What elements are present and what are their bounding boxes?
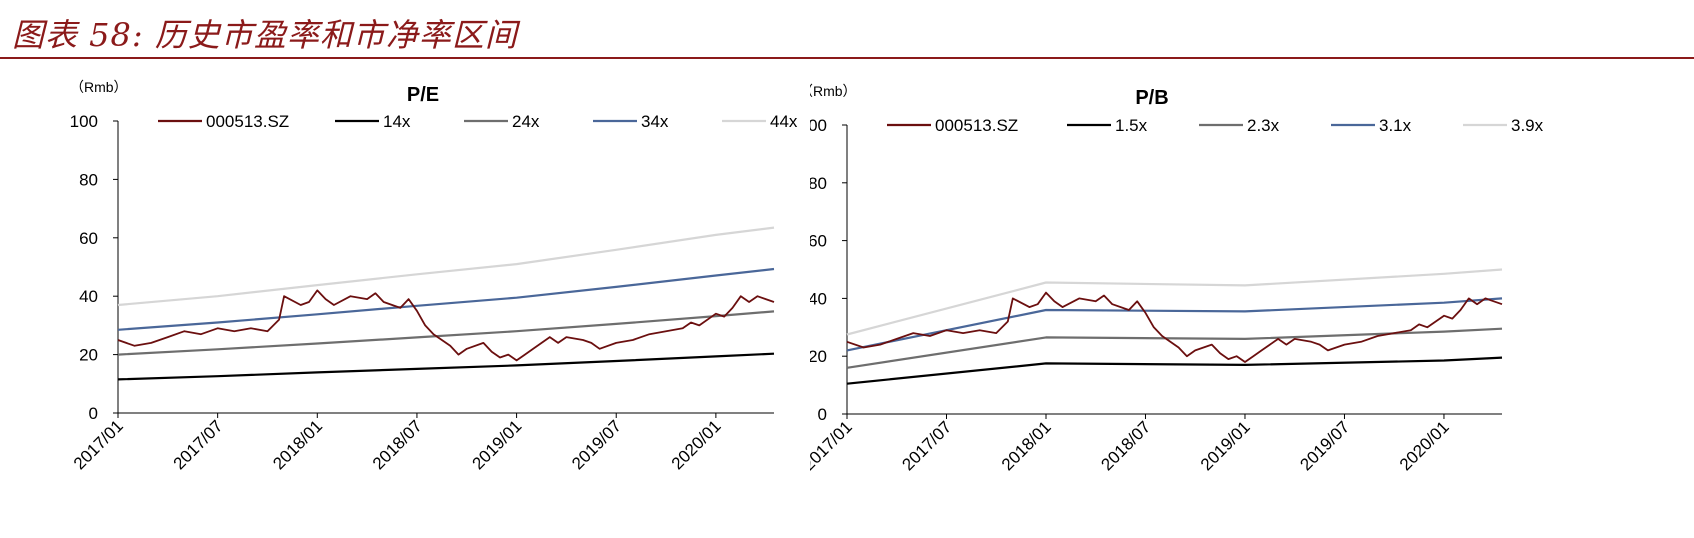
y-tick-label: 40 — [79, 287, 98, 306]
figure-title: 图表 58: 历史市盈率和市净率区间 — [12, 16, 518, 54]
y-tick-label: 80 — [810, 174, 827, 193]
series-line-34x — [117, 267, 775, 331]
series-line-3-9x — [846, 268, 1503, 336]
series-line-000513-sz — [117, 289, 775, 362]
legend-label: 24x — [512, 112, 540, 131]
chart-title: P/E — [407, 84, 439, 106]
series-line-14x — [117, 352, 775, 381]
y-axis-unit-label: （Rmb） — [70, 79, 128, 95]
y-tick-label: 60 — [810, 232, 827, 251]
title-divider — [0, 57, 1694, 59]
legend-label: 3.1x — [1379, 116, 1412, 135]
series-line-24x — [117, 310, 775, 356]
x-tick-label: 2017/07 — [170, 416, 227, 473]
pe-chart: P/E （Rmb） 0 20 40 60 80 100 2017/01 2017/07 2018/0… — [70, 79, 798, 473]
x-tick-label: 2017/01 — [810, 417, 856, 474]
x-tick-label: 2019/01 — [1197, 417, 1254, 474]
series-line-000513-sz — [846, 291, 1503, 363]
x-tick-label: 2019/07 — [1296, 417, 1353, 474]
x-tick-label: 2018/01 — [998, 417, 1055, 474]
legend-label: 2.3x — [1247, 116, 1280, 135]
y-tick-label: 100 — [70, 112, 98, 131]
legend-label: 44x — [770, 112, 798, 131]
series-line-2-3x — [846, 327, 1503, 369]
legend-label: 14x — [383, 112, 411, 131]
y-tick-label: 0 — [89, 404, 98, 423]
x-tick-label: 2018/07 — [1097, 417, 1154, 474]
y-tick-label: 40 — [810, 289, 827, 308]
x-tick-label: 2017/01 — [70, 416, 127, 473]
x-tick-label: 2020/01 — [668, 416, 725, 473]
x-tick-label: 2018/07 — [369, 416, 426, 473]
x-tick-label: 2018/01 — [269, 416, 326, 473]
pb-chart: P/B （Rmb） 0 20 40 60 80 100 2017/01 2017/07 2018/0… — [810, 83, 1544, 474]
x-tick-label: 2019/07 — [568, 416, 625, 473]
legend-label: 000513.SZ — [935, 116, 1018, 135]
legend-label: 000513.SZ — [206, 112, 289, 131]
y-tick-label: 20 — [810, 347, 827, 366]
y-tick-label: 20 — [79, 346, 98, 365]
x-tick-label: 2017/07 — [898, 417, 955, 474]
y-tick-label: 80 — [79, 170, 98, 189]
legend-label: 34x — [641, 112, 669, 131]
legend-label: 3.9x — [1511, 116, 1544, 135]
x-tick-label: 2019/01 — [469, 416, 526, 473]
chart-title: P/B — [1135, 87, 1168, 109]
series-line-44x — [117, 226, 775, 307]
x-tick-label: 2020/01 — [1396, 417, 1453, 474]
series-line-1-5x — [846, 356, 1503, 385]
y-axis-unit-label: （Rmb） — [810, 83, 857, 99]
series-line-3-1x — [846, 297, 1503, 352]
y-tick-label: 0 — [818, 405, 827, 424]
y-tick-label: 100 — [810, 116, 827, 135]
y-tick-label: 60 — [79, 229, 98, 248]
legend-label: 1.5x — [1115, 116, 1148, 135]
